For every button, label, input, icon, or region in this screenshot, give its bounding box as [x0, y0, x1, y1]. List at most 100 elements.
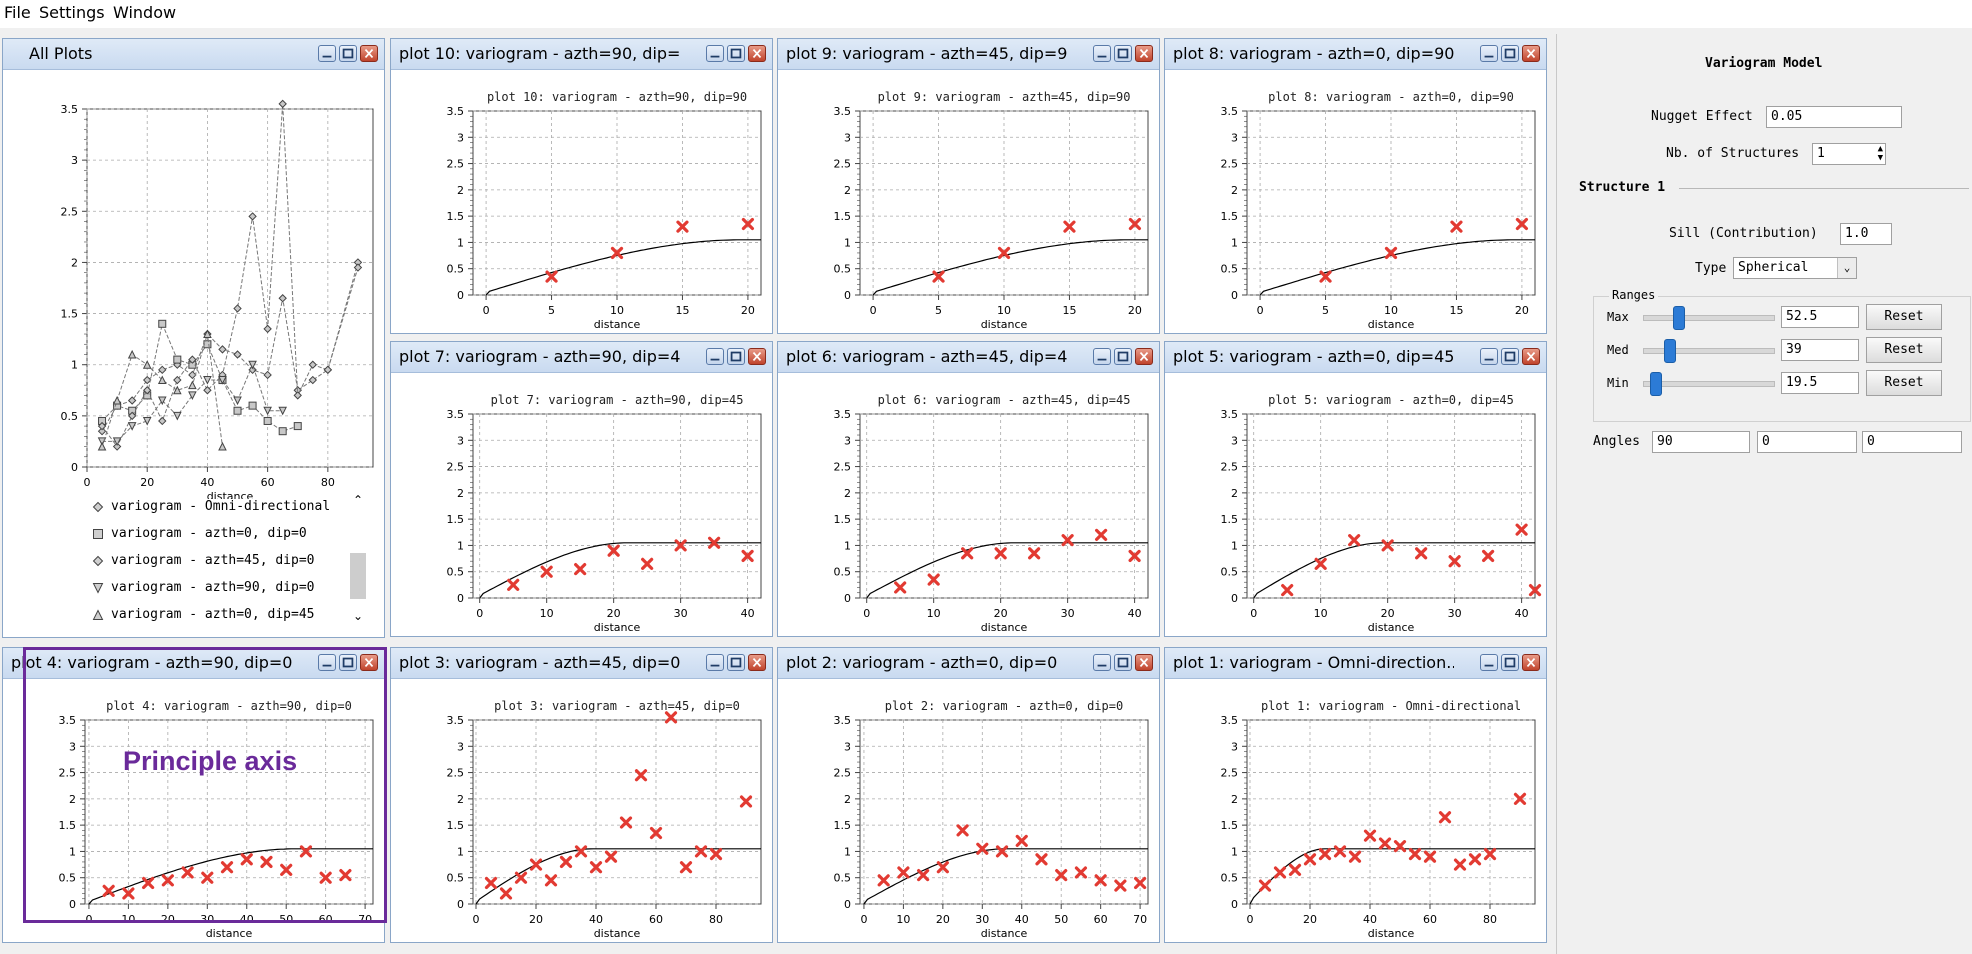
maximize-icon[interactable]: [727, 45, 745, 62]
range-min-reset-button[interactable]: Reset: [1866, 370, 1942, 396]
y-tick-label: 0.5: [834, 872, 852, 885]
maximize-icon[interactable]: [1501, 654, 1519, 671]
menu-settings[interactable]: Settings: [39, 3, 105, 22]
minimize-icon[interactable]: [1093, 45, 1111, 62]
menu-file[interactable]: File: [4, 3, 31, 22]
plot7-window[interactable]: plot 7: variogram - azth=90, dip=4... pl…: [390, 341, 773, 637]
scroll-up-icon[interactable]: ⌃: [353, 493, 364, 507]
sill-input[interactable]: 1.0: [1840, 223, 1892, 245]
minimize-icon[interactable]: [706, 654, 724, 671]
minimize-icon[interactable]: [1480, 45, 1498, 62]
scroll-thumb[interactable]: [350, 553, 366, 599]
marker: [92, 582, 104, 594]
maximize-icon[interactable]: [339, 45, 357, 62]
all-plots-window[interactable]: All Plots 0 0.5 1 1.5 2 2.5 3 3.5 0 20 40 60 80 dista…: [2, 38, 385, 638]
plot6-window[interactable]: plot 6: variogram - azth=45, dip=4... pl…: [777, 341, 1160, 637]
close-icon[interactable]: [1135, 45, 1153, 62]
x-tick-label: 0: [1257, 304, 1264, 317]
plot5-window[interactable]: plot 5: variogram - azth=0, dip=45 plot …: [1164, 341, 1547, 637]
plot2-titlebar[interactable]: plot 2: variogram - azth=0, dip=0: [778, 648, 1159, 679]
plot4-window[interactable]: plot 4: variogram - azth=90, dip=0 plot …: [2, 647, 385, 943]
close-icon[interactable]: [748, 45, 766, 62]
close-icon[interactable]: [1522, 348, 1540, 365]
plot9-titlebar[interactable]: plot 9: variogram - azth=45, dip=9...: [778, 39, 1159, 70]
plot-area: [472, 413, 762, 599]
data-point: [1393, 840, 1407, 853]
range-med-input[interactable]: 39: [1781, 339, 1859, 361]
range-med-slider[interactable]: [1643, 348, 1775, 354]
minimize-icon[interactable]: [706, 348, 724, 365]
close-icon[interactable]: [360, 654, 378, 671]
maximize-icon[interactable]: [727, 348, 745, 365]
close-icon[interactable]: [748, 654, 766, 671]
maximize-icon[interactable]: [1114, 45, 1132, 62]
range-med-reset-button[interactable]: Reset: [1866, 337, 1942, 363]
type-select[interactable]: Spherical ⌄: [1733, 257, 1857, 279]
marker: [248, 365, 257, 375]
plot10-titlebar[interactable]: plot 10: variogram - azth=90, dip=...: [391, 39, 772, 70]
maximize-icon[interactable]: [339, 654, 357, 671]
close-icon[interactable]: [1522, 654, 1540, 671]
maximize-icon[interactable]: [1501, 348, 1519, 365]
slider-handle[interactable]: [1664, 339, 1677, 363]
angle-2-input[interactable]: 0: [1757, 431, 1857, 453]
minimize-icon[interactable]: [1480, 348, 1498, 365]
minimize-icon[interactable]: [318, 45, 336, 62]
plot1-titlebar[interactable]: plot 1: variogram - Omni-direction...: [1165, 648, 1546, 679]
minimize-icon[interactable]: [318, 654, 336, 671]
nb-structures-spinbox[interactable]: 1 ▲ ▼: [1812, 143, 1886, 165]
plot2-window[interactable]: plot 2: variogram - azth=0, dip=0 plot 2…: [777, 647, 1160, 943]
plot7-chart: plot 7: variogram - azth=90, dip=45 0 0.5 1…: [447, 393, 762, 634]
plot6-titlebar[interactable]: plot 6: variogram - azth=45, dip=4...: [778, 342, 1159, 373]
nugget-effect-input[interactable]: 0.05: [1766, 106, 1902, 128]
close-icon[interactable]: [360, 45, 378, 62]
range-max-input[interactable]: 52.5: [1781, 306, 1859, 328]
data-point: [1028, 547, 1041, 560]
angle-1-input[interactable]: 90: [1652, 431, 1750, 453]
window-title: plot 5: variogram - azth=0, dip=45: [1173, 347, 1454, 366]
close-icon[interactable]: [1135, 654, 1153, 671]
y-tick-label: 3.5: [447, 714, 465, 727]
close-icon[interactable]: [1135, 348, 1153, 365]
slider-handle[interactable]: [1673, 306, 1686, 330]
plot8-titlebar[interactable]: plot 8: variogram - azth=0, dip=90: [1165, 39, 1546, 70]
data-point: [1258, 879, 1272, 892]
range-min-input[interactable]: 19.5: [1781, 372, 1859, 394]
minimize-icon[interactable]: [1480, 654, 1498, 671]
scroll-down-icon[interactable]: ⌄: [353, 609, 364, 623]
plot5-titlebar[interactable]: plot 5: variogram - azth=0, dip=45: [1165, 342, 1546, 373]
minimize-icon[interactable]: [1093, 654, 1111, 671]
chart-title: plot 4: variogram - azth=90, dip=0: [106, 699, 352, 713]
y-tick-label: 3.5: [447, 408, 465, 421]
y-tick-label: 3.5: [1221, 105, 1239, 118]
plot3-titlebar[interactable]: plot 3: variogram - azth=45, dip=0: [391, 648, 772, 679]
plot9-window[interactable]: plot 9: variogram - azth=45, dip=9... pl…: [777, 38, 1160, 334]
maximize-icon[interactable]: [1501, 45, 1519, 62]
plot7-titlebar[interactable]: plot 7: variogram - azth=90, dip=4...: [391, 342, 772, 373]
marker: [97, 421, 107, 431]
menu-window[interactable]: Window: [113, 3, 177, 22]
plot4-titlebar[interactable]: plot 4: variogram - azth=90, dip=0: [3, 648, 384, 679]
range-max-reset-button[interactable]: Reset: [1866, 304, 1942, 330]
y-tick-label: 2: [457, 793, 464, 806]
slider-handle[interactable]: [1650, 372, 1662, 396]
plot8-window[interactable]: plot 8: variogram - azth=0, dip=90 plot …: [1164, 38, 1547, 334]
spinner-arrows-icon[interactable]: ▲ ▼: [1877, 144, 1883, 163]
plot3-window[interactable]: plot 3: variogram - azth=45, dip=0 plot …: [390, 647, 773, 943]
legend-scrollbar[interactable]: ⌃ ⌄: [347, 493, 369, 623]
maximize-icon[interactable]: [727, 654, 745, 671]
minimize-icon[interactable]: [706, 45, 724, 62]
range-min-slider[interactable]: [1643, 381, 1775, 387]
maximize-icon[interactable]: [1114, 348, 1132, 365]
close-icon[interactable]: [1522, 45, 1540, 62]
plot10-window[interactable]: plot 10: variogram - azth=90, dip=... pl…: [390, 38, 773, 334]
maximize-icon[interactable]: [1114, 654, 1132, 671]
angle-3-input[interactable]: 0: [1862, 431, 1962, 453]
minimize-icon[interactable]: [1093, 348, 1111, 365]
close-icon[interactable]: [748, 348, 766, 365]
chevron-down-icon[interactable]: ⌄: [1837, 258, 1856, 278]
all-plots-titlebar[interactable]: All Plots: [3, 39, 384, 70]
range-max-slider[interactable]: [1643, 315, 1775, 321]
marker: [353, 263, 363, 272]
plot1-window[interactable]: plot 1: variogram - Omni-direction... pl…: [1164, 647, 1547, 943]
